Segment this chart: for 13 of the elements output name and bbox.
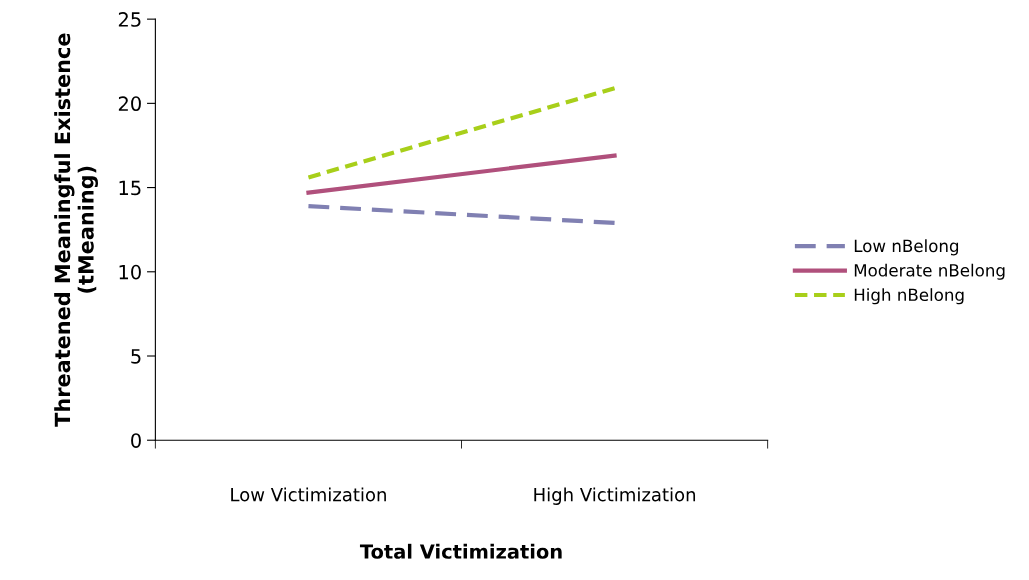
y-tick-label: 10 [119, 264, 141, 280]
y-tick-label: 5 [131, 349, 141, 364]
x-axis-title: Total Victimization [359, 543, 562, 559]
y-tick-label: 15 [119, 180, 141, 196]
legend-label: Low nBelong [854, 239, 959, 256]
y-tick-label: 25 [118, 12, 141, 27]
y-tick-label: 20 [118, 96, 141, 112]
x-tick-label: High Victimization [534, 487, 696, 505]
legend-label: High nBelong [854, 288, 964, 305]
x-tick-label: Low Victimization [231, 487, 386, 502]
y-tick-label: 0 [131, 433, 141, 448]
y-axis-title: Threatened Meaningful Existence (tMeaning) [54, 33, 98, 427]
legend-label: Moderate nBelong [854, 263, 1005, 280]
